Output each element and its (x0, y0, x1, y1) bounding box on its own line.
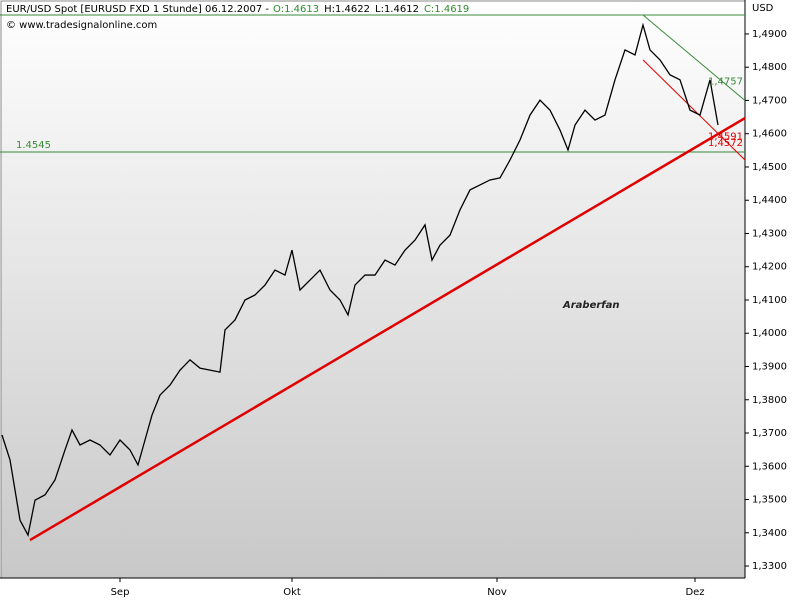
y-tick-label: 1,4400 (752, 195, 787, 206)
price-label: 1,4757 (708, 77, 743, 88)
y-tick-label: 1,4800 (752, 62, 787, 73)
trendline (642, 14, 746, 101)
ohlc-label: O:1.4613 (273, 4, 319, 15)
ohlc-label: C:1.4619 (424, 4, 469, 15)
y-tick-label: 1,4700 (752, 95, 787, 106)
y-tick-label: 1,4900 (752, 29, 787, 40)
y-tick-label: 1,4200 (752, 262, 787, 273)
price-label: 1,4572 (708, 138, 743, 149)
y-tick-label: 1,4300 (752, 228, 787, 239)
y-tick-label: 1,3700 (752, 428, 787, 439)
ohlc-label: H:1.4622 (324, 4, 370, 15)
source: © www.tradesignalonline.com (6, 20, 157, 31)
annotation: Araberfan (562, 300, 620, 311)
plot-area (0, 0, 746, 579)
trendline (642, 59, 746, 161)
y-tick-label: 1,4600 (752, 129, 787, 140)
y-tick-label: 1,4500 (752, 162, 787, 173)
trendline (29, 117, 746, 542)
x-tick-label: Dez (685, 587, 704, 598)
x-tick-label: Sep (111, 587, 130, 598)
ohlc-label: L:1.4612 (375, 4, 419, 15)
y-tick-label: 1,3900 (752, 362, 787, 373)
price-line (1, 22, 719, 538)
x-tick-label: Okt (283, 587, 301, 598)
y-tick-label: 1,4000 (752, 328, 787, 339)
horizontal-line-label: 1.4545 (16, 140, 51, 151)
price-label: 1,4591 (708, 132, 743, 143)
y-tick-label: 1,3300 (752, 561, 787, 572)
x-tick-label: Nov (487, 587, 507, 598)
y-tick-label: 1,3500 (752, 495, 787, 506)
y-tick-label: 1,3400 (752, 528, 787, 539)
y-unit: USD (752, 3, 774, 14)
y-tick-label: 1,4100 (752, 295, 787, 306)
y-tick-label: 1,3800 (752, 395, 787, 406)
chart-title: EUR/USD Spot [EURUSD FXD 1 Stunde] 06.12… (6, 4, 269, 15)
y-tick-label: 1,3600 (752, 461, 787, 472)
